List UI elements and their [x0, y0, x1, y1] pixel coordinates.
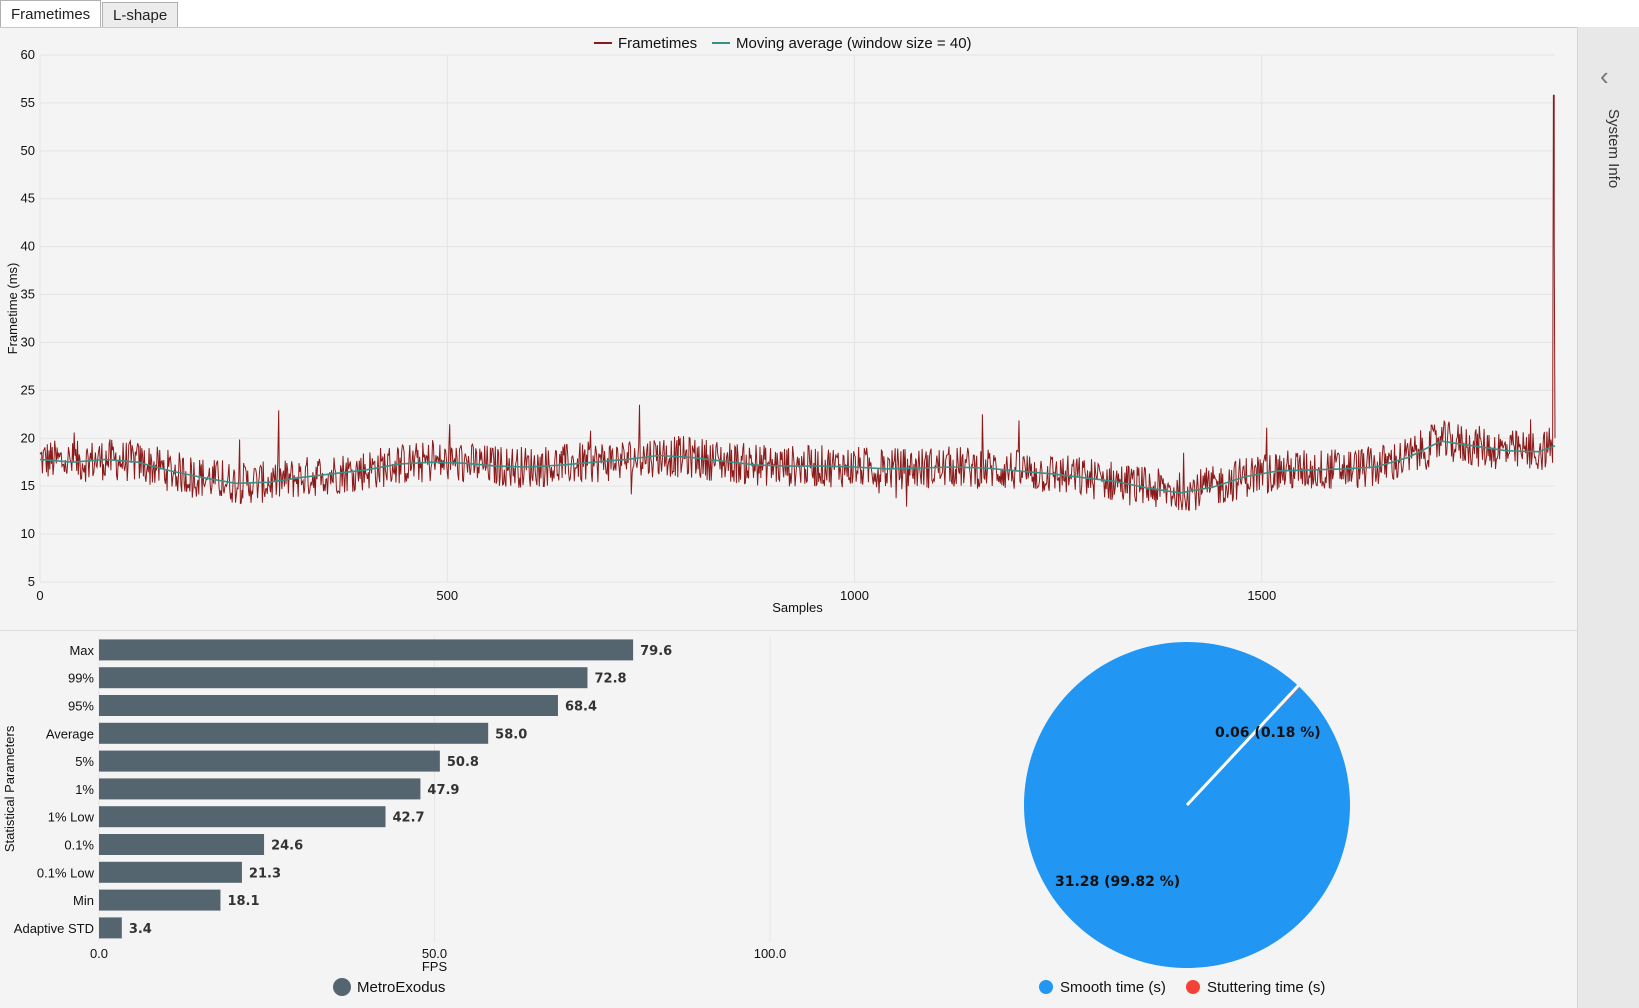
- legend-metroexodus-swatch: [333, 978, 351, 996]
- bar-value-label: 21.3: [249, 866, 281, 881]
- chevron-left-icon[interactable]: ‹: [1600, 61, 1609, 91]
- category-label: 5%: [75, 754, 94, 769]
- y-tick-label: 30: [21, 334, 35, 349]
- bar-1-low: [99, 806, 386, 828]
- system-info-label[interactable]: System Info: [1605, 109, 1622, 189]
- bar-value-label: 68.4: [565, 700, 597, 715]
- tab-l-shape[interactable]: L-shape: [102, 2, 179, 28]
- frametime-chart: 5 10 15 20 25 30 35 40 45 50 55 60 0 500 1000 1500 Sampl…: [5, 35, 1556, 615]
- y-tick-label: 55: [21, 95, 35, 110]
- bar-1-: [99, 778, 421, 800]
- bar-value-label: 42.7: [393, 811, 425, 826]
- bar-0-1-: [99, 834, 265, 855]
- legend-frametimes-label: Frametimes: [618, 35, 697, 52]
- x-tick-label: 50.0: [422, 946, 447, 961]
- bar-value-label: 18.1: [227, 894, 259, 909]
- tab-frametimes[interactable]: Frametimes: [0, 0, 102, 28]
- bar-value-label: 72.8: [594, 672, 626, 687]
- y-tick-label: 50: [21, 143, 35, 158]
- legend-stutter-swatch: [1186, 980, 1200, 994]
- legend-moving-average-label: Moving average (window size = 40): [736, 35, 972, 52]
- system-info-panel[interactable]: ‹ System Info: [1577, 27, 1639, 1008]
- category-label: 0.1%: [64, 838, 94, 853]
- statistics-bar-chart: 0.0 50.0 100.0 FPS Statistical Parameters Max…: [2, 636, 787, 996]
- tab-bar: Frametimes L-shape: [0, 0, 1639, 28]
- pie-label-stutter: 0.06 (0.18 %): [1215, 725, 1321, 741]
- category-label: 1%: [75, 782, 94, 797]
- bar-min: [99, 889, 221, 911]
- legend-stutter-label: Stuttering time (s): [1207, 979, 1325, 996]
- bar-5-: [99, 750, 440, 772]
- y-axis-title: Statistical Parameters: [2, 725, 17, 852]
- y-tick-label: 60: [21, 47, 35, 62]
- bar-0-1-low: [99, 861, 242, 883]
- category-label: 1% Low: [48, 810, 95, 825]
- pie-label-smooth: 31.28 (99.82 %): [1055, 874, 1180, 890]
- bar-average: [99, 722, 489, 744]
- category-label: 95%: [68, 699, 94, 714]
- section-divider: [0, 630, 1577, 631]
- bar-value-label: 3.4: [129, 922, 152, 937]
- legend-metroexodus-label: MetroExodus: [357, 979, 445, 996]
- x-axis-title: FPS: [422, 959, 448, 974]
- moving-average-series-line: [39, 440, 1556, 494]
- bar-adaptive-std: [99, 917, 122, 939]
- x-tick-label: 500: [436, 588, 458, 603]
- stutter-pie-chart: 0.06 (0.18 %) 31.28 (99.82 %) Smooth time …: [1024, 642, 1351, 996]
- category-label: 99%: [68, 671, 94, 686]
- y-tick-label: 45: [21, 191, 35, 206]
- bar-95-: [99, 695, 558, 716]
- y-tick-label: 20: [21, 430, 35, 445]
- y-tick-label: 15: [21, 478, 35, 493]
- x-axis-title: Samples: [772, 600, 823, 615]
- y-tick-label: 10: [21, 526, 35, 541]
- category-label: Adaptive STD: [14, 921, 94, 936]
- x-tick-label: 1500: [1247, 588, 1276, 603]
- bar-value-label: 47.9: [427, 783, 459, 798]
- y-tick-label: 25: [21, 382, 35, 397]
- y-tick-label: 40: [21, 239, 35, 254]
- x-tick-label: 0: [36, 588, 43, 603]
- pie-slice-separator: [1185, 684, 1300, 807]
- category-label: Average: [46, 726, 94, 741]
- legend-smooth-swatch: [1039, 980, 1053, 994]
- y-tick-label: 5: [28, 574, 35, 589]
- category-label: 0.1% Low: [37, 865, 95, 880]
- category-label: Min: [73, 893, 94, 908]
- y-tick-label: 35: [21, 287, 35, 302]
- bar-value-label: 58.0: [495, 727, 527, 742]
- x-tick-label: 100.0: [754, 946, 787, 961]
- legend-smooth-label: Smooth time (s): [1060, 979, 1166, 996]
- bar-value-label: 79.6: [640, 644, 672, 659]
- x-tick-label: 1000: [840, 588, 869, 603]
- bar-max: [99, 639, 634, 661]
- bar-value-label: 50.8: [447, 755, 479, 770]
- y-axis-title: Frametime (ms): [5, 263, 20, 355]
- x-tick-label: 0.0: [90, 946, 108, 961]
- bar-value-label: 24.6: [271, 839, 303, 854]
- bar-99-: [99, 667, 588, 689]
- category-label: Max: [69, 643, 94, 658]
